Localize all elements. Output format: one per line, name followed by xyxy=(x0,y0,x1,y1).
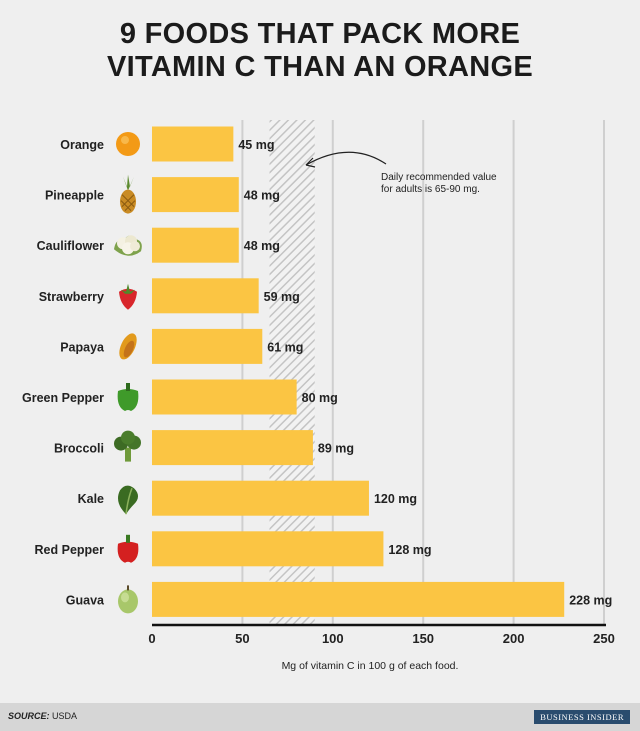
category-label: Pineapple xyxy=(45,189,104,203)
x-tick-label: 50 xyxy=(235,631,249,646)
bar-broccoli xyxy=(152,430,313,466)
title-line-1: 9 FOODS THAT PACK MORE xyxy=(119,18,521,50)
bar-guava xyxy=(152,581,565,617)
category-label: Orange xyxy=(60,138,104,152)
category-label: Kale xyxy=(78,492,104,506)
category-label: Guava xyxy=(66,593,105,607)
title-line-2: VITAMIN C THAN AN ORANGE xyxy=(106,51,534,83)
annotation-text: Daily recommended value xyxy=(381,172,497,183)
x-tick-label: 250 xyxy=(593,631,615,646)
value-label: 89 mg xyxy=(318,442,354,456)
x-tick-label: 0 xyxy=(148,631,155,646)
source-label: SOURCE: xyxy=(8,711,50,721)
value-label: 45 mg xyxy=(238,138,274,152)
value-label: 128 mg xyxy=(388,543,431,557)
guava-icon xyxy=(118,585,138,614)
chart-title: 9 FOODS THAT PACK MORE VITAMIN C THAN AN… xyxy=(0,18,640,84)
annotation-arrowhead xyxy=(305,157,316,168)
bar-red-pepper xyxy=(152,531,384,567)
red-pepper-icon xyxy=(117,534,139,563)
bar-papaya xyxy=(152,328,263,364)
x-tick-label: 200 xyxy=(503,631,525,646)
cauliflower-icon xyxy=(114,235,142,256)
source-note: SOURCE: USDA xyxy=(8,711,77,721)
footer: SOURCE: USDA BUSINESS INSIDER xyxy=(0,703,640,731)
bar-green-pepper xyxy=(152,379,297,415)
bar-strawberry xyxy=(152,278,259,314)
kale-icon xyxy=(118,485,138,515)
value-label: 48 mg xyxy=(244,239,280,253)
bar-chart: 45 mg Orange 48 mg Pineapple 48 mg Cauliflowe… xyxy=(22,120,615,672)
value-label: 61 mg xyxy=(267,340,303,354)
bar-cauliflower xyxy=(152,227,239,263)
annotation-arrow xyxy=(305,151,387,166)
category-label: Papaya xyxy=(60,340,105,354)
x-axis-label: Mg of vitamin C in 100 g of each food. xyxy=(282,660,459,672)
broccoli-icon xyxy=(114,430,141,462)
value-label: 48 mg xyxy=(244,189,280,203)
category-label: Green Pepper xyxy=(22,391,104,405)
annotation-text: for adults is 65-90 mg. xyxy=(381,184,480,195)
papaya-icon xyxy=(119,333,137,360)
category-label: Broccoli xyxy=(54,442,104,456)
source-value: USDA xyxy=(52,711,78,721)
x-tick-label: 100 xyxy=(322,631,344,646)
bar-orange xyxy=(152,126,234,162)
category-label: Cauliflower xyxy=(37,239,105,253)
brand-logo: BUSINESS INSIDER xyxy=(534,710,630,724)
bar-kale xyxy=(152,480,369,516)
orange-icon xyxy=(116,132,140,156)
category-label: Strawberry xyxy=(39,290,104,304)
category-label: Red Pepper xyxy=(35,543,105,557)
pineapple-icon xyxy=(120,174,136,214)
value-label: 120 mg xyxy=(374,492,417,506)
strawberry-icon xyxy=(119,283,137,310)
x-tick-label: 150 xyxy=(412,631,434,646)
value-label: 59 mg xyxy=(264,290,300,304)
value-label: 80 mg xyxy=(302,391,338,405)
green-pepper-icon xyxy=(117,383,139,411)
value-label: 228 mg xyxy=(569,593,612,607)
bar-pineapple xyxy=(152,177,239,213)
